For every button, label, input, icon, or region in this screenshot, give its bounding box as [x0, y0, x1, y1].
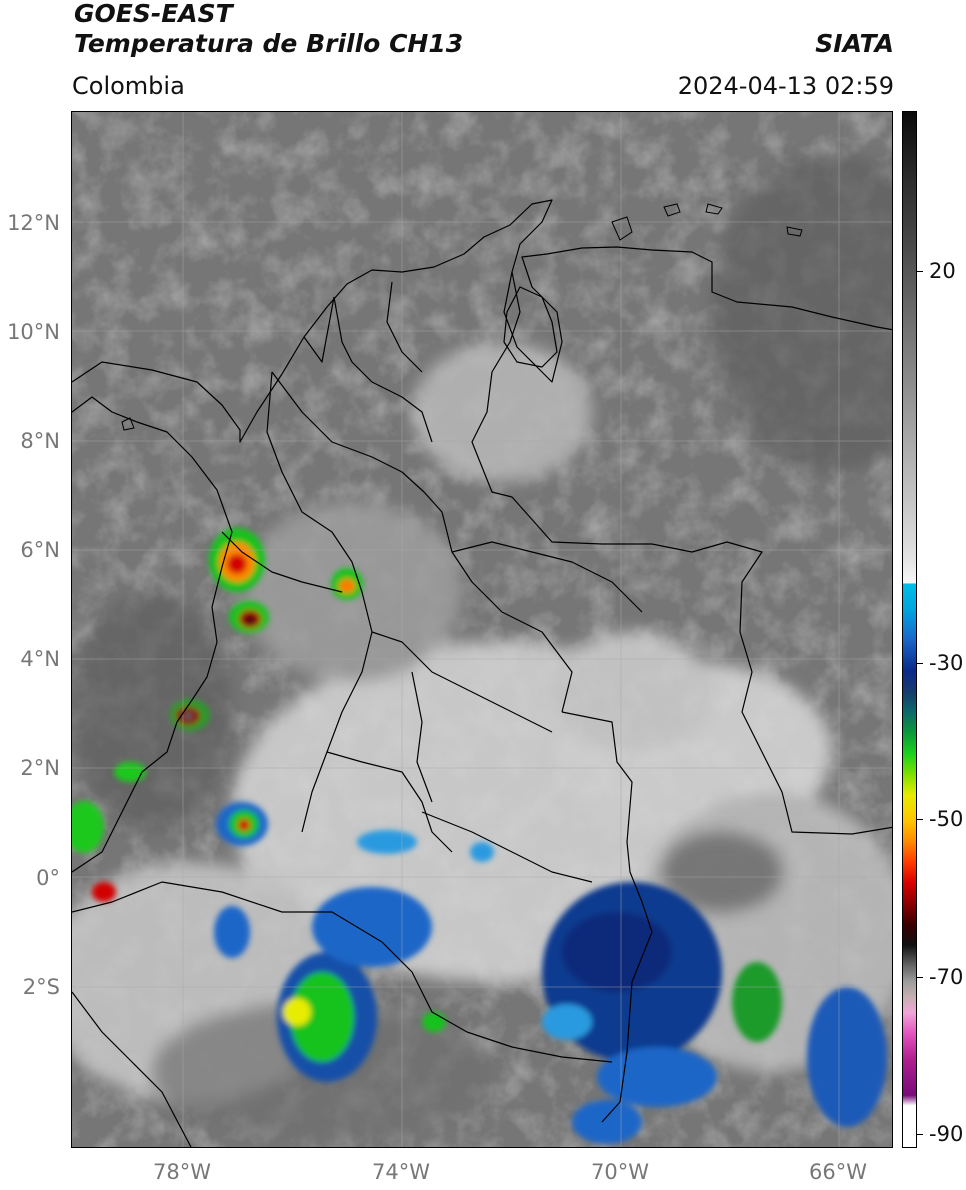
- colombia-internal-10: [303, 296, 335, 363]
- convective-cell-magdalena: [331, 568, 363, 600]
- colorbar-label-20: 20: [929, 259, 956, 283]
- colorbar: [902, 111, 917, 1148]
- convective-cell-mid: [470, 842, 494, 862]
- lon-label-78w: 78°W: [153, 1160, 211, 1184]
- convective-cell-sw: [214, 906, 250, 958]
- colombia-internal-6: [221, 531, 343, 593]
- region-label: Colombia: [72, 72, 185, 100]
- caribbean-coast: [72, 199, 892, 443]
- lat-label-12n: 12°N: [7, 211, 60, 235]
- colombia-internal-9: [421, 811, 593, 883]
- convective-cell-far-east: [807, 987, 887, 1127]
- island-2: [663, 203, 681, 217]
- lat-label-2s: 2°S: [22, 975, 60, 999]
- island-1: [611, 216, 633, 241]
- convective-cell-narino: [216, 802, 268, 846]
- lat-label-6n: 6°N: [20, 538, 60, 562]
- convective-cell-amazon-east: [542, 882, 722, 1107]
- convective-cell-amazon-west: [277, 952, 377, 1082]
- graticule: [72, 112, 892, 1147]
- convective-cell-east: [732, 962, 782, 1042]
- convective-cell-pacific: [170, 699, 210, 731]
- island-5: [121, 417, 135, 431]
- colombia-internal-5: [326, 751, 453, 853]
- peru-border: [72, 991, 192, 1147]
- lat-label-4n: 4°N: [20, 647, 60, 671]
- lon-label-74w: 74°W: [372, 1160, 430, 1184]
- pacific-coast: [72, 396, 233, 873]
- colorbar-tick: [917, 1134, 923, 1135]
- colorbar-label-minus50: -50: [929, 807, 964, 831]
- organization-label: SIATA: [815, 29, 894, 58]
- colorbar-tick: [917, 819, 923, 820]
- colorbar-tick: [917, 663, 923, 664]
- colorbar-label-minus90: -90: [929, 1122, 964, 1146]
- product-satellite-title: GOES-EAST: [74, 0, 233, 28]
- island-3: [705, 203, 723, 215]
- lat-label-equator: 0°: [36, 866, 60, 890]
- islands: [121, 203, 803, 431]
- colombia-internal-8: [451, 541, 643, 613]
- colombia-internal-4: [371, 631, 553, 733]
- lake-maracaibo: [503, 286, 558, 368]
- timestamp-label: 2024-04-13 02:59: [677, 72, 894, 100]
- colombia-internal-11: [386, 281, 423, 373]
- colorbar-tick: [917, 271, 923, 272]
- convective-cell-ecuador: [92, 882, 116, 902]
- lon-label-70w: 70°W: [591, 1160, 649, 1184]
- lat-label-8n: 8°N: [20, 429, 60, 453]
- ecuador-peru-border: [72, 881, 613, 1063]
- venezuela-border: [471, 271, 892, 835]
- colorbar-label-minus30: -30: [929, 651, 964, 675]
- convective-cell-west: [72, 801, 104, 853]
- colorbar-tick: [917, 977, 923, 978]
- satellite-map: [71, 111, 893, 1148]
- lon-label-66w: 66°W: [809, 1160, 867, 1184]
- boundaries: [72, 199, 892, 1147]
- colombia-internal-7: [411, 671, 433, 803]
- convective-cell-coast: [114, 762, 146, 782]
- product-channel-title: Temperatura de Brillo CH13: [74, 29, 464, 58]
- colombia-internal-3: [333, 296, 433, 443]
- convective-cell-putumayo: [312, 887, 432, 967]
- lat-label-10n: 10°N: [7, 320, 60, 344]
- convective-cell-small: [422, 1012, 446, 1032]
- convective-cell-south: [572, 1100, 642, 1144]
- convective-cell-caqueta: [357, 830, 417, 854]
- colombia-internal-1: [271, 371, 573, 713]
- map-svg: [72, 112, 892, 1147]
- brazil-peru-border: [561, 711, 653, 1123]
- lat-label-2n: 2°N: [20, 756, 60, 780]
- convective-cell-uraba: [209, 528, 269, 633]
- colorbar-label-minus70: -70: [929, 965, 964, 989]
- island-4: [786, 226, 803, 237]
